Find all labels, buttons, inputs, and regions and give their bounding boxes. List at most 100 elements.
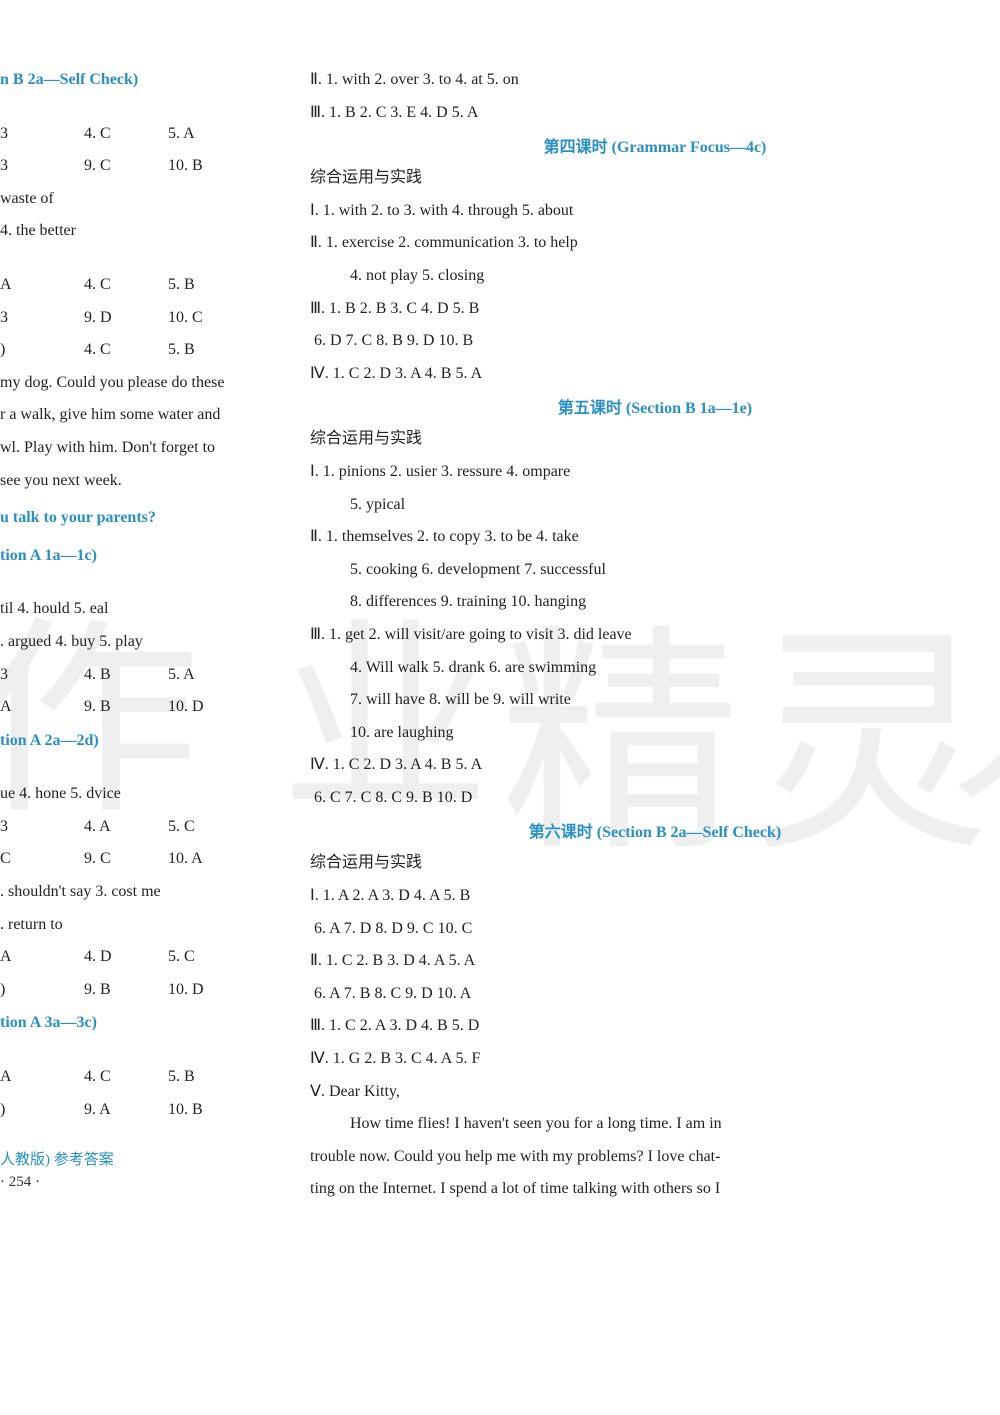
ans: 10. A [168,846,248,872]
paragraph-line: r a walk, give him some water and [0,402,280,428]
answer-row: ) 9. A 10. B [0,1097,280,1123]
answer-row: 3 9. D 10. C [0,305,280,331]
answer-row: waste of [0,186,280,212]
answer-row: 7. will have 8. will be 9. will write [310,687,1000,713]
ans: A [0,272,80,298]
ans: 3 [0,305,80,331]
ans: 9. A [84,1097,164,1123]
ans: 9. C [84,153,164,179]
heading-left-2: u talk to your parents? [0,505,280,531]
ans: 9. D [84,305,164,331]
paragraph-line: my dog. Could you please do these [0,370,280,396]
ans: A [0,1064,80,1090]
paragraph-line: trouble now. Could you help me with my p… [310,1144,1000,1170]
paragraph-line: see you next week. [0,468,280,494]
answer-row: 5. cooking 6. development 7. successful [310,557,1000,583]
answer-row: . argued 4. buy 5. play [0,629,280,655]
paragraph-line: How time flies! I haven't seen you for a… [310,1111,1000,1137]
answer-row: 4. Will walk 5. drank 6. are swimming [310,655,1000,681]
ans: 5. B [168,272,248,298]
answer-row: ue 4. hone 5. dvice [0,781,280,807]
answer-row: Ⅲ. 1. C 2. A 3. D 4. B 5. D [310,1013,1000,1039]
section-label: 综合运用与实践 [310,426,1000,452]
answer-row: Ⅰ. 1. pinions 2. usier 3. ressure 4. omp… [310,459,1000,485]
ans: ) [0,977,80,1003]
ans: 3 [0,121,80,147]
ans: 5. A [168,662,248,688]
heading-left-4: tion A 2a—2d) [0,728,280,754]
answer-row: A 4. C 5. B [0,1064,280,1090]
ans: 10. B [168,153,248,179]
footer-text: 人教版) 参考答案 [0,1148,114,1169]
ans: 9. C [84,846,164,872]
ans: 5. B [168,337,248,363]
heading-right-2: 第五课时 (Section B 1a—1e) [310,394,1000,418]
answer-row: 6. D 7. C 8. B 9. D 10. B [310,328,1000,354]
page-number: · 254 · [0,1174,40,1191]
answer-row: C 9. C 10. A [0,846,280,872]
section-label: 综合运用与实践 [310,850,1000,876]
ans: 4. D [84,944,164,970]
answer-row: Ⅱ. 1. exercise 2. communication 3. to he… [310,230,1000,256]
ans: A [0,694,80,720]
answer-row: Ⅲ. 1. B 2. B 3. C 4. D 5. B [310,296,1000,322]
answer-row: Ⅱ. 1. C 2. B 3. D 4. A 5. A [310,948,1000,974]
answer-row: Ⅳ. 1. G 2. B 3. C 4. A 5. F [310,1046,1000,1072]
answer-row: 6. A 7. B 8. C 9. D 10. A [310,981,1000,1007]
ans: 4. C [84,121,164,147]
answer-row: Ⅲ. 1. B 2. C 3. E 4. D 5. A [310,100,1000,126]
answer-row: Ⅲ. 1. get 2. will visit/are going to vis… [310,622,1000,648]
ans: 5. B [168,1064,248,1090]
answer-row: ) 9. B 10. D [0,977,280,1003]
answer-row: A 4. D 5. C [0,944,280,970]
ans: 3 [0,662,80,688]
answer-row: 5. ypical [310,492,1000,518]
answer-row: Ⅰ. 1. A 2. A 3. D 4. A 5. B [310,883,1000,909]
ans: ) [0,1097,80,1123]
ans: 4. C [84,1064,164,1090]
answer-row: Ⅱ. 1. themselves 2. to copy 3. to be 4. … [310,524,1000,550]
ans: A [0,944,80,970]
heading-left-1: n B 2a—Self Check) [0,67,280,93]
ans: 10. D [168,977,248,1003]
answer-row: A 9. B 10. D [0,694,280,720]
answer-row: . shouldn't say 3. cost me [0,879,280,905]
ans: 5. A [168,121,248,147]
ans: C [0,846,80,872]
paragraph-line: wl. Play with him. Don't forget to [0,435,280,461]
answer-row: 3 9. C 10. B [0,153,280,179]
ans: 4. C [84,272,164,298]
answer-row: 3 4. B 5. A [0,662,280,688]
answer-row: 4. the better [0,218,280,244]
heading-left-3: tion A 1a—1c) [0,543,280,569]
answer-row: Ⅰ. 1. with 2. to 3. with 4. through 5. a… [310,198,1000,224]
heading-right-3: 第六课时 (Section B 2a—Self Check) [310,818,1000,842]
answer-row: Ⅴ. Dear Kitty, [310,1079,1000,1105]
ans: 3 [0,814,80,840]
left-column: n B 2a—Self Check) 3 4. C 5. A 3 9. C 10… [0,60,300,1209]
answer-row: 6. A 7. D 8. D 9. C 10. C [310,916,1000,942]
paragraph-line: ting on the Internet. I spend a lot of t… [310,1176,1000,1202]
ans: 5. C [168,944,248,970]
answer-row: Ⅱ. 1. with 2. over 3. to 4. at 5. on [310,67,1000,93]
ans: 4. A [84,814,164,840]
answer-row: Ⅳ. 1. C 2. D 3. A 4. B 5. A [310,752,1000,778]
ans: 9. B [84,977,164,1003]
answer-row: 6. C 7. C 8. C 9. B 10. D [310,785,1000,811]
answer-row: . return to [0,912,280,938]
right-column: Ⅱ. 1. with 2. over 3. to 4. at 5. on Ⅲ. … [300,60,1000,1209]
answer-row: 3 4. C 5. A [0,121,280,147]
ans: 9. B [84,694,164,720]
answer-row: Ⅳ. 1. C 2. D 3. A 4. B 5. A [310,361,1000,387]
answer-row: til 4. hould 5. eal [0,596,280,622]
section-label: 综合运用与实践 [310,165,1000,191]
answer-row: 10. are laughing [310,720,1000,746]
ans: 10. C [168,305,248,331]
ans: 3 [0,153,80,179]
ans: 4. C [84,337,164,363]
heading-right-1: 第四课时 (Grammar Focus—4c) [310,133,1000,157]
answer-row: 3 4. A 5. C [0,814,280,840]
ans: 10. D [168,694,248,720]
ans: ) [0,337,80,363]
answer-row: 8. differences 9. training 10. hanging [310,589,1000,615]
